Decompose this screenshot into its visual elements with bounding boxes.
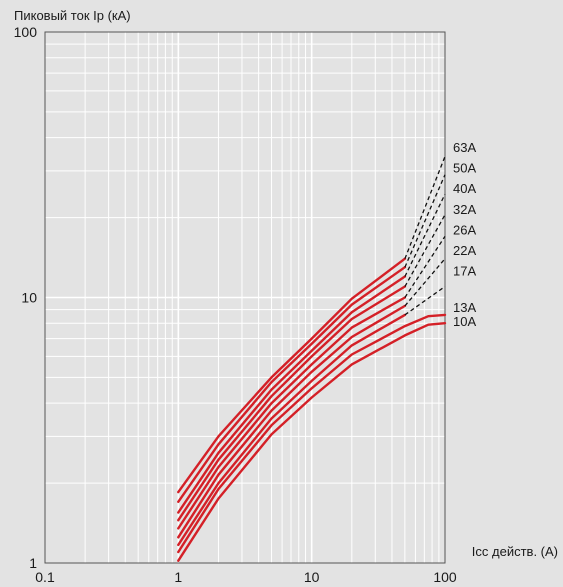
y-tick-label: 1 — [29, 555, 37, 571]
grid — [45, 32, 445, 563]
series-line-22A — [177, 304, 407, 539]
series-label-40A: 40A — [453, 181, 476, 196]
series-label-22A: 22A — [453, 243, 476, 258]
x-tick-label: 1 — [174, 569, 182, 585]
series-label-26A: 26A — [453, 222, 476, 237]
series-extension-63A — [404, 156, 446, 259]
x-tick-label: 100 — [433, 569, 457, 585]
series-line-10A — [177, 322, 447, 562]
series-line-40A — [177, 275, 407, 514]
series-extension-26A — [404, 235, 446, 298]
series-line-63A — [177, 257, 407, 494]
series-extension-22A — [404, 258, 446, 307]
series-label-32A: 32A — [453, 202, 476, 217]
series-line-13A — [177, 313, 447, 554]
series-group — [177, 156, 447, 562]
series-extension-17A — [404, 285, 446, 316]
x-tick-label: 10 — [304, 569, 320, 585]
series-line-32A — [177, 285, 407, 522]
series-extension-40A — [404, 193, 446, 277]
x-axis-title: Icc действ. (A) — [472, 544, 558, 559]
series-label-50A: 50A — [453, 161, 476, 176]
y-tick-label: 10 — [21, 290, 37, 306]
plot-frame — [44, 31, 446, 564]
series-line-17A — [177, 313, 407, 547]
y-tick-label: 100 — [14, 24, 38, 40]
series-line-50A — [177, 266, 407, 503]
series-label-10A: 10A — [453, 314, 476, 329]
series-line-26A — [177, 296, 407, 530]
series-label-17A: 17A — [453, 264, 476, 279]
series-label-13A: 13A — [453, 300, 476, 315]
series-extension-50A — [404, 174, 446, 268]
x-tick-label: 0.1 — [35, 569, 55, 585]
y-axis-title: Пиковый ток Ip (кА) — [14, 8, 131, 23]
series-label-63A: 63A — [453, 140, 476, 155]
